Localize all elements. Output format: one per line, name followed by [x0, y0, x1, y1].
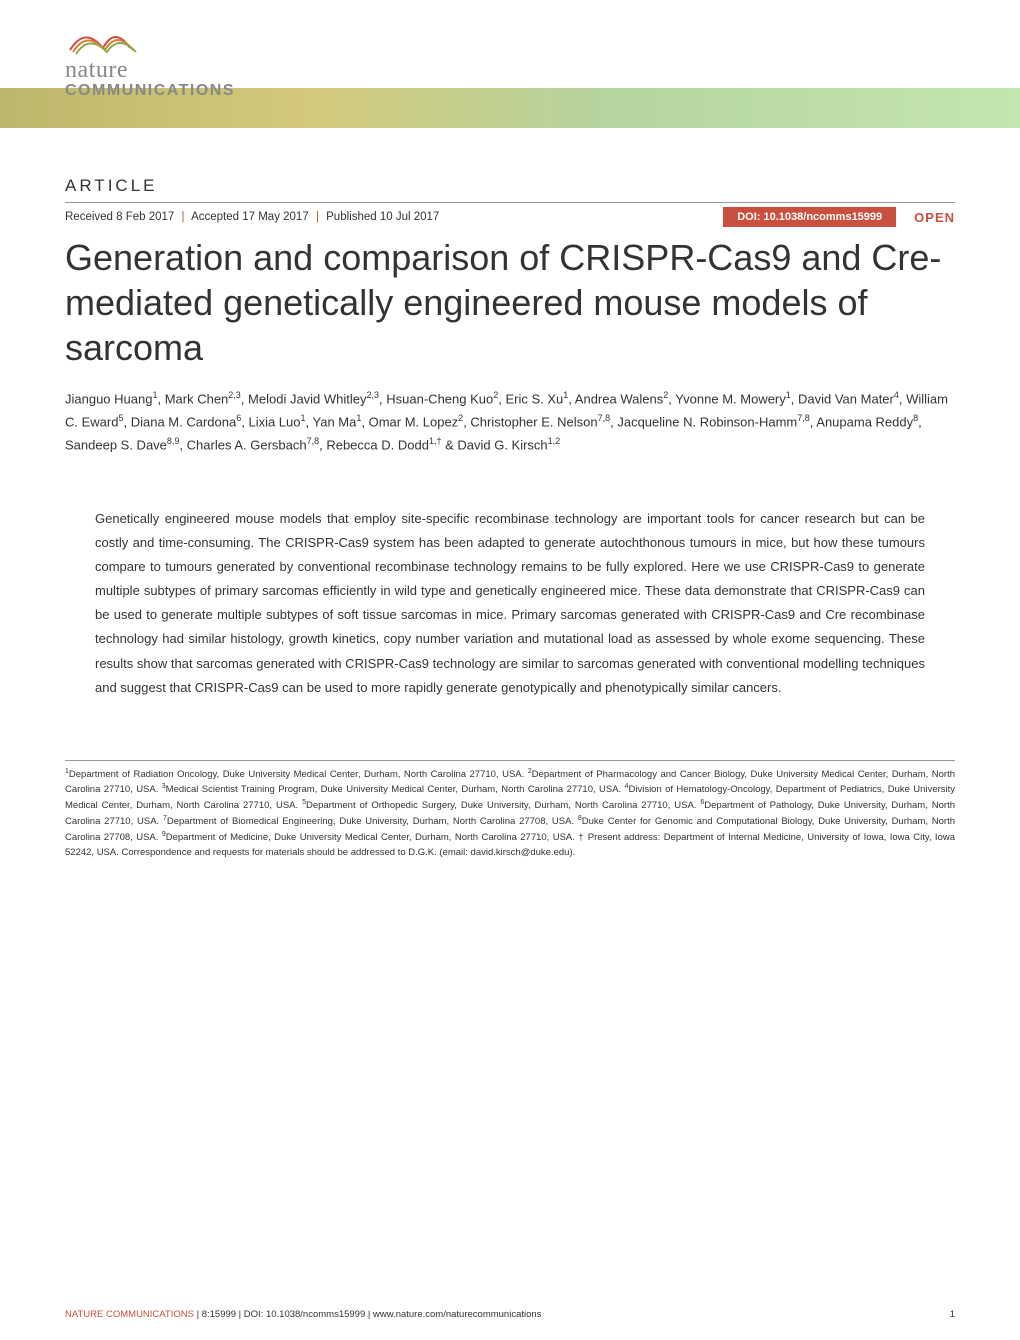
accepted-date: Accepted 17 May 2017 — [191, 211, 309, 223]
page-number: 1 — [950, 1309, 955, 1320]
doi-badge: DOI: 10.1038/ncomms15999 — [723, 207, 896, 227]
footer-citation-text: | 8:15999 | DOI: 10.1038/ncomms15999 | w… — [197, 1309, 542, 1320]
logo-swoosh-icon — [65, 18, 185, 56]
meta-separator: | — [178, 211, 189, 223]
affiliations-rule — [65, 760, 955, 761]
author-list: Jianguo Huang1, Mark Chen2,3, Melodi Jav… — [65, 388, 955, 457]
journal-logo: nature COMMUNICATIONS — [0, 0, 1020, 100]
abstract-text: Genetically engineered mouse models that… — [65, 507, 955, 699]
logo-subword: COMMUNICATIONS — [65, 82, 1020, 100]
header: nature COMMUNICATIONS — [0, 0, 1020, 128]
published-date: Published 10 Jul 2017 — [326, 211, 439, 223]
article-content: ARTICLE Received 8 Feb 2017 | Accepted 1… — [0, 128, 1020, 861]
received-date: Received 8 Feb 2017 — [65, 211, 174, 223]
article-meta-row: Received 8 Feb 2017 | Accepted 17 May 20… — [65, 202, 955, 227]
meta-separator: | — [312, 211, 323, 223]
article-type-label: ARTICLE — [65, 176, 955, 196]
article-title: Generation and comparison of CRISPR-Cas9… — [65, 235, 955, 370]
page-footer: NATURE COMMUNICATIONS | 8:15999 | DOI: 1… — [65, 1309, 955, 1320]
affiliations-text: 1Department of Radiation Oncology, Duke … — [65, 767, 955, 861]
open-access-badge: OPEN — [914, 210, 955, 225]
logo-word: nature — [65, 57, 1020, 84]
article-dates: Received 8 Feb 2017 | Accepted 17 May 20… — [65, 211, 723, 223]
footer-journal: NATURE COMMUNICATIONS — [65, 1309, 194, 1320]
footer-citation: NATURE COMMUNICATIONS | 8:15999 | DOI: 1… — [65, 1309, 541, 1320]
